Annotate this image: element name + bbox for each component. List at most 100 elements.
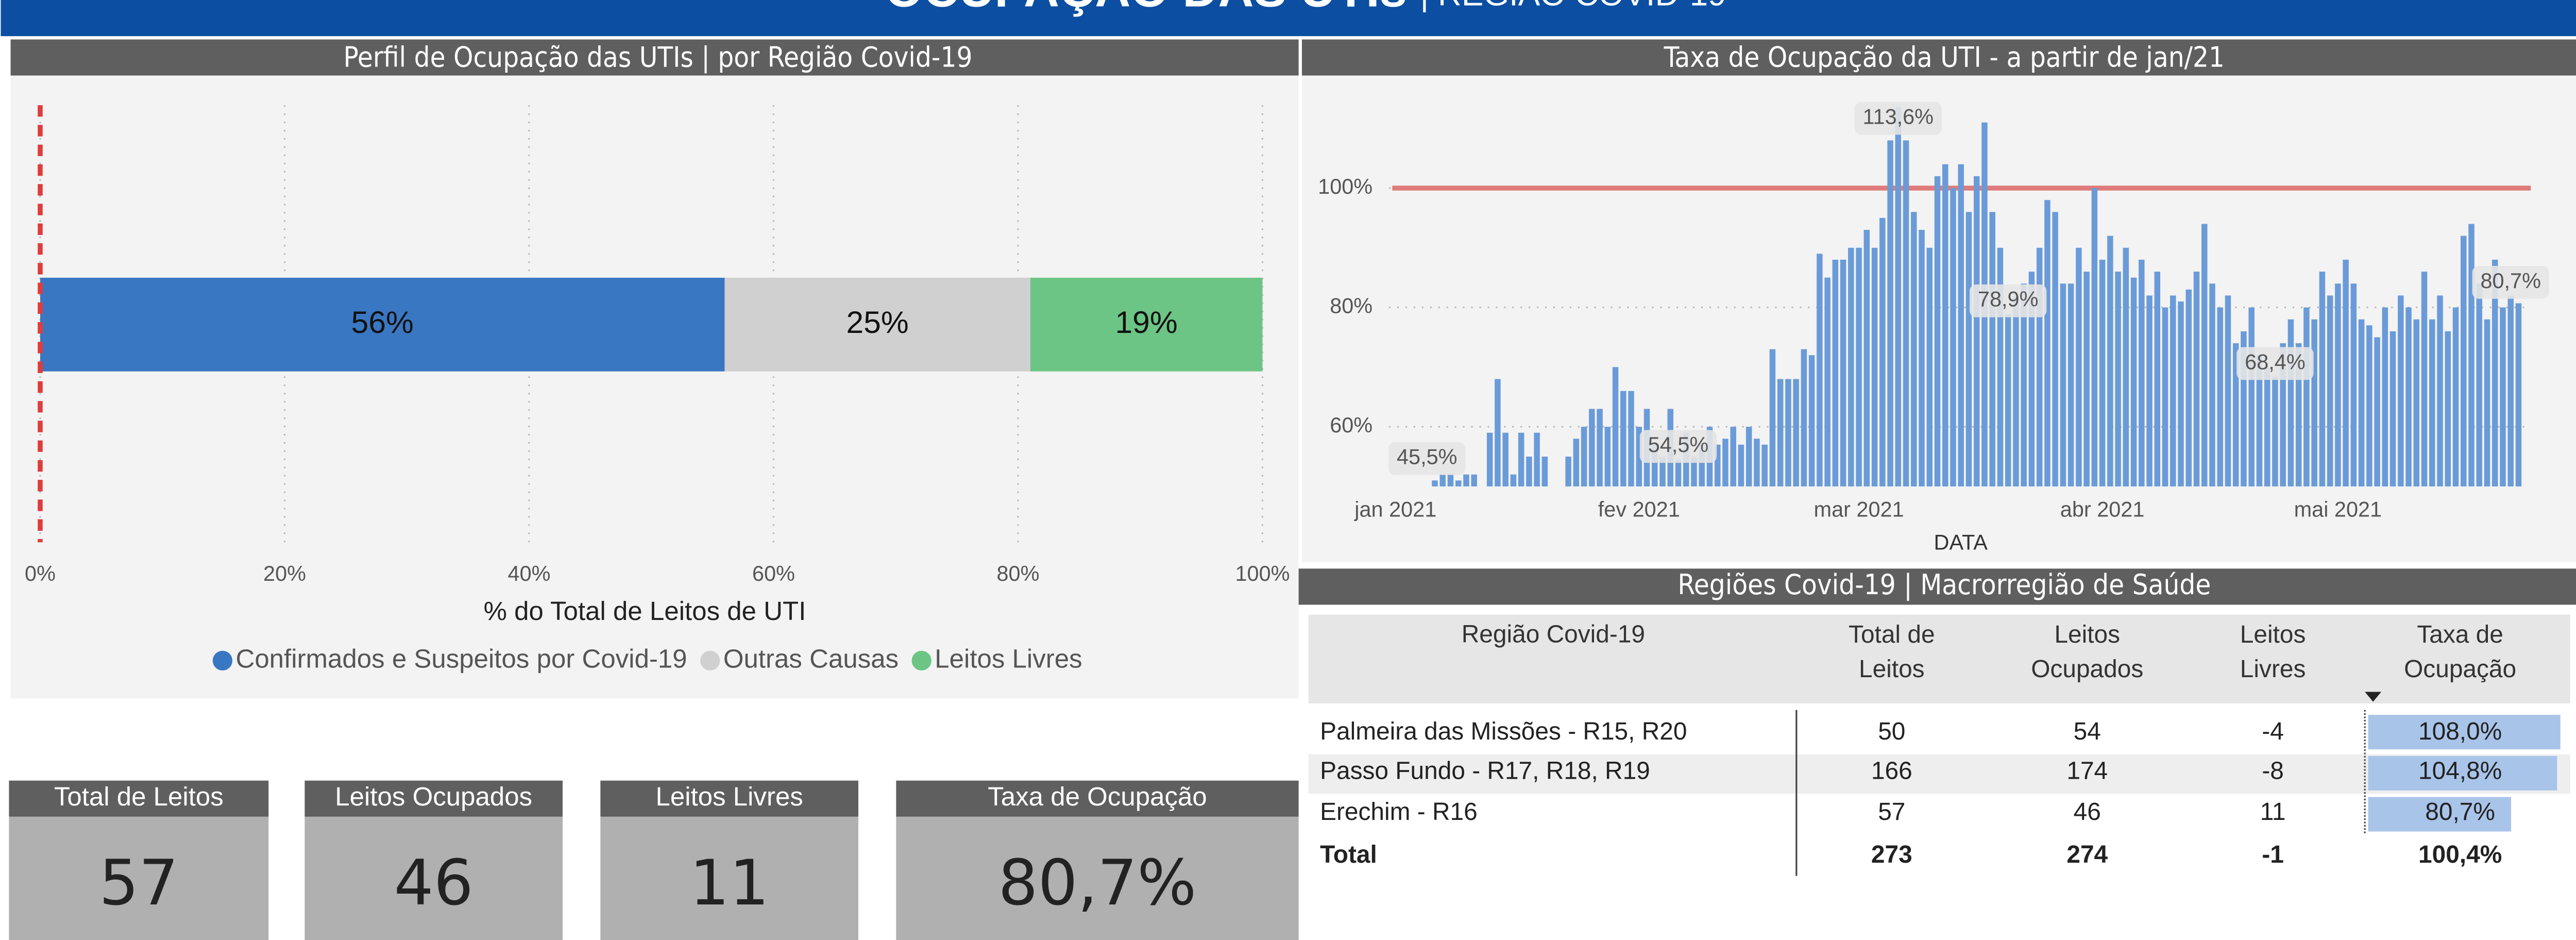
kpi-label: Taxa de Ocupação (988, 782, 1207, 811)
kpi-label: Leitos Ocupados (335, 782, 532, 811)
stacked-bar-chart: 0% 20% 40% 60% 80% 100% 56% 25% 19% % do Total de… (25, 105, 1290, 673)
bar (1714, 444, 1721, 486)
bar (2382, 307, 2388, 486)
bar (2398, 295, 2404, 486)
y-tick-label: 60% (1330, 413, 1372, 437)
legend-swatch (212, 650, 233, 671)
x-tick-label: fev 2021 (1598, 497, 1680, 522)
bar (1745, 427, 1752, 486)
bar (2421, 272, 2428, 486)
bar (1659, 456, 1666, 486)
bar (1589, 409, 1595, 486)
y-tick-label: 80% (1330, 294, 1372, 318)
x-tick-label: 60% (752, 561, 795, 585)
bar (1848, 247, 1854, 486)
bar (2123, 247, 2129, 486)
bar (2185, 289, 2192, 486)
bar (2272, 376, 2278, 486)
bar (2335, 283, 2341, 486)
data-label: 19% (1115, 305, 1177, 340)
bar (1471, 474, 1477, 486)
bar (2060, 283, 2066, 486)
table-cell: 11 (2260, 798, 2286, 826)
bar (2287, 319, 2294, 486)
bar (1895, 107, 1902, 486)
table-cell: 104,8% (2418, 757, 2502, 784)
bar (1934, 176, 1941, 486)
bar (1824, 277, 1831, 486)
bar (2005, 314, 2011, 486)
data-label-bg (1388, 442, 1466, 475)
bar (1754, 439, 1760, 486)
bar (1903, 140, 1909, 486)
bar (2429, 319, 2435, 486)
table-cell: 80,7% (2425, 798, 2495, 826)
bar (1502, 432, 1509, 486)
column-header: Leitos Livres (2240, 621, 2306, 683)
bar (1832, 259, 1839, 486)
bar (2232, 343, 2239, 486)
column-header: Leitos Ocupados (2031, 621, 2143, 683)
data-bar (2368, 797, 2511, 832)
kpi-value: 46 (394, 847, 473, 919)
data-label-bg (1854, 102, 1942, 135)
bar (2146, 295, 2153, 486)
table-cell: 50 (1878, 718, 1905, 745)
bar (1722, 439, 1728, 486)
bar (1738, 444, 1744, 486)
data-label: 80,7% (2480, 268, 2541, 293)
bar (2389, 331, 2396, 486)
bar (1699, 444, 1705, 486)
kpi-label: Total de Leitos (54, 782, 224, 811)
bar (2115, 272, 2121, 486)
bar (1871, 247, 1878, 486)
bar (2170, 295, 2176, 486)
bar (1973, 176, 1980, 486)
table-total: -1 (2262, 841, 2284, 868)
bar (2476, 283, 2482, 486)
bar (1510, 474, 1517, 486)
kpi-body (9, 816, 269, 940)
x-axis-title: DATA (1934, 530, 1988, 554)
bar (1518, 432, 1524, 486)
kpi-label: Leitos Livres (656, 782, 803, 811)
data-bar (2368, 756, 2557, 791)
bar (1808, 355, 1815, 486)
bar (2500, 307, 2506, 486)
sort-arrow (2365, 692, 2382, 702)
chart-title: Taxa de Ocupação da UTI - a partir de ja… (1664, 41, 2225, 73)
table-cell: 54 (2074, 718, 2101, 745)
table-cell: 46 (2074, 798, 2101, 826)
kpi-body (896, 816, 1299, 940)
column-header: Região Covid-19 (1462, 621, 1645, 648)
bar (1565, 456, 1571, 486)
bar (2343, 259, 2349, 486)
bar (1965, 212, 1972, 486)
data-label: 54,5% (1648, 432, 1709, 457)
bar (1817, 254, 1823, 486)
data-label: 113,6% (1863, 105, 1934, 129)
bar (2067, 283, 2074, 486)
bar (2358, 319, 2365, 486)
bar (2461, 236, 2467, 486)
bar (2319, 272, 2326, 486)
data-label: 68,4% (2245, 349, 2305, 374)
page-subtitle: | REGIÃO COVID-19 (1420, 0, 1726, 12)
bar (1612, 367, 1619, 486)
bar (2468, 224, 2475, 486)
data-label: 25% (846, 305, 909, 340)
bar (1840, 259, 1846, 486)
bar (2162, 307, 2168, 486)
kpi-value: 57 (99, 847, 178, 919)
bar-chart: 60% 80% 100% jan 2021 fev 2021 mar 2021 abr 20… (1318, 102, 2549, 554)
kpi-value: 11 (690, 847, 769, 919)
bar (1581, 427, 1587, 486)
bar (2295, 343, 2302, 486)
bar (2248, 307, 2255, 486)
table-total: Total (1320, 841, 1377, 868)
bar (2036, 247, 2043, 486)
bar (2445, 331, 2451, 486)
table-cell: Palmeira das Missões - R15, R20 (1320, 718, 1687, 745)
page-title: OCUPAÇÃO DAS UTIs (885, 0, 1407, 18)
